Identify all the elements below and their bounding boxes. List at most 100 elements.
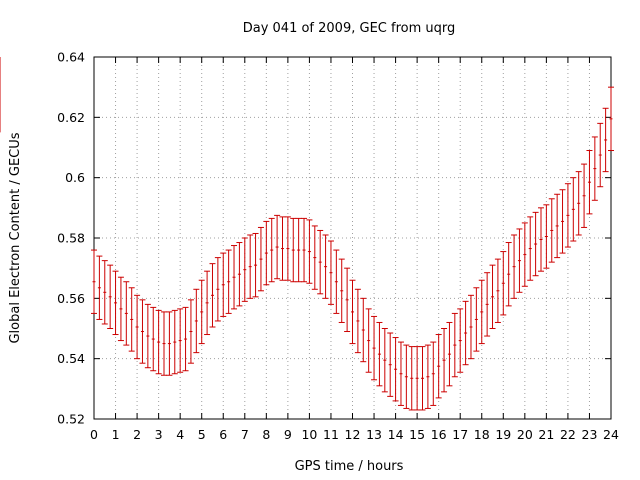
- data-point: [403, 344, 410, 409]
- data-point: [516, 228, 523, 293]
- data-point: [112, 270, 119, 336]
- x-tick-label: 3: [155, 427, 163, 442]
- data-point: [446, 321, 453, 387]
- data-point: [123, 281, 130, 346]
- x-tick-label: 6: [219, 427, 227, 442]
- data-series: [0, 57, 614, 411]
- data-point: [166, 311, 173, 376]
- data-point: [457, 308, 464, 373]
- data-point: [311, 225, 318, 290]
- data-point: [608, 86, 614, 152]
- data-point: [365, 308, 372, 373]
- data-point: [182, 306, 189, 372]
- data-point: [107, 264, 114, 329]
- data-point: [511, 234, 518, 299]
- data-point: [376, 321, 383, 387]
- data-point: [128, 287, 135, 352]
- data-point: [489, 264, 496, 329]
- data-point: [381, 328, 388, 393]
- y-tick-label: 0.6: [65, 170, 85, 185]
- data-point: [564, 183, 571, 248]
- data-point: [602, 107, 609, 173]
- data-point: [570, 177, 577, 242]
- data-point: [344, 267, 351, 333]
- data-point: [419, 346, 426, 411]
- x-tick-label: 14: [388, 427, 404, 442]
- data-point: [150, 306, 157, 372]
- data-point: [274, 214, 281, 280]
- data-point: [559, 189, 566, 254]
- x-tick-label: 21: [538, 427, 554, 442]
- data-point: [473, 287, 480, 352]
- data-point: [231, 245, 238, 310]
- x-tick-label: 11: [323, 427, 339, 442]
- x-tick-label: 22: [560, 427, 576, 442]
- x-tick-label: 12: [345, 427, 361, 442]
- data-point: [392, 337, 399, 402]
- x-tick-label: 16: [431, 427, 447, 442]
- data-point: [484, 272, 491, 337]
- data-point: [532, 211, 539, 277]
- y-tick-label: 0.64: [57, 50, 85, 65]
- data-point: [214, 257, 221, 322]
- x-tick-label: 10: [301, 427, 317, 442]
- data-point: [500, 251, 507, 316]
- data-point: [543, 204, 550, 269]
- data-point: [430, 341, 437, 406]
- data-point: [225, 249, 232, 314]
- data-point: [263, 220, 270, 286]
- x-tick-label: 0: [90, 427, 98, 442]
- data-point: [91, 249, 97, 314]
- data-point: [527, 216, 534, 281]
- y-axis-label: Global Electron Content / GECUs: [8, 132, 23, 343]
- data-point: [306, 219, 313, 284]
- x-tick-label: 18: [474, 427, 490, 442]
- data-point: [338, 258, 345, 323]
- data-point: [397, 341, 404, 406]
- x-tick-label: 20: [517, 427, 533, 442]
- x-tick-label: 17: [452, 427, 468, 442]
- data-point: [284, 216, 291, 281]
- x-tick-label: 1: [112, 427, 120, 442]
- data-point: [268, 217, 275, 283]
- data-point: [187, 299, 194, 364]
- y-axis-ticks: 0.52 0.54 0.56 0.58 0.6 0.62 0.64: [57, 50, 611, 427]
- data-point: [252, 232, 259, 298]
- grid-lines: [94, 57, 611, 419]
- data-point: [317, 229, 324, 295]
- data-point: [198, 279, 205, 345]
- x-tick-label: 2: [133, 427, 141, 442]
- data-point: [521, 222, 528, 287]
- y-tick-label: 0.52: [57, 412, 85, 427]
- x-tick-label: 9: [284, 427, 292, 442]
- data-point: [295, 217, 302, 283]
- data-point: [548, 198, 555, 263]
- x-tick-label: 4: [176, 427, 184, 442]
- data-point: [354, 288, 361, 354]
- data-point: [575, 171, 582, 236]
- data-point: [597, 122, 604, 188]
- data-point: [171, 309, 178, 375]
- data-point: [117, 276, 124, 342]
- x-tick-label: 5: [198, 427, 206, 442]
- x-tick-label: 13: [366, 427, 382, 442]
- data-point: [177, 308, 184, 373]
- data-point: [494, 258, 501, 323]
- data-point: [257, 226, 264, 292]
- data-point: [161, 311, 168, 376]
- x-tick-label: 8: [262, 427, 270, 442]
- y-tick-label: 0.58: [57, 231, 85, 246]
- data-point: [451, 312, 458, 378]
- data-point: [360, 297, 367, 363]
- x-tick-label: 24: [603, 427, 619, 442]
- data-point: [387, 332, 394, 397]
- data-point: [279, 216, 286, 281]
- data-point: [247, 234, 254, 299]
- data-point: [349, 279, 356, 345]
- data-point: [478, 279, 485, 345]
- data-point: [236, 242, 243, 307]
- data-point: [408, 346, 415, 411]
- data-point: [322, 234, 329, 299]
- data-point: [155, 309, 162, 375]
